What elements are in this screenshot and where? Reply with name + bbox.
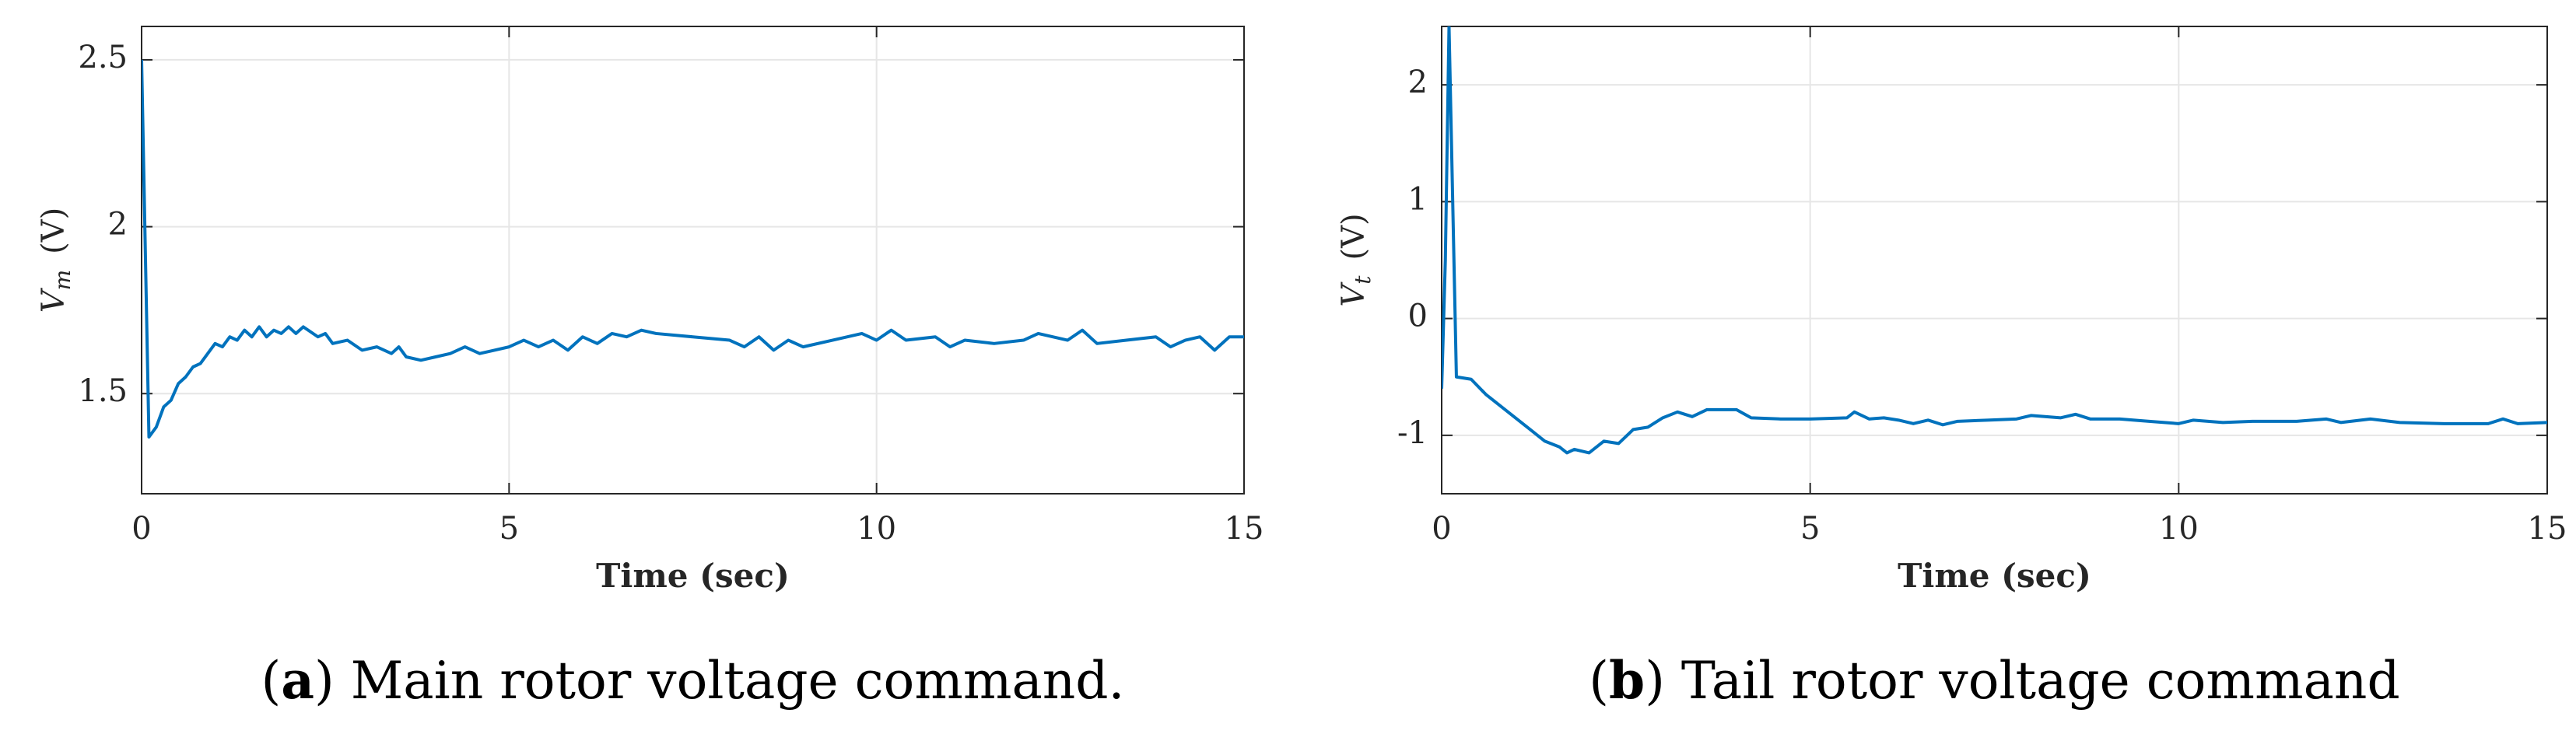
x-tick-label: 5 (499, 511, 519, 547)
x-tick-label: 15 (1225, 511, 1264, 547)
caption: (b) Tail rotor voltage command (1589, 650, 2399, 711)
caption-part: b (1609, 650, 1645, 711)
x-axis-label: Time (sec) (1898, 557, 2091, 595)
caption: (a) Main rotor voltage command. (261, 650, 1124, 711)
y-tick-label: 2 (108, 207, 128, 243)
x-tick-label: 0 (1432, 511, 1451, 547)
ylabel-subscript: t (1350, 275, 1376, 285)
caption-part: a (281, 650, 314, 711)
x-tick-label: 10 (2159, 511, 2199, 547)
x-axis-label: Time (sec) (596, 557, 790, 595)
ylabel-symbol: V (36, 287, 72, 313)
x-tick-label: 10 (857, 511, 896, 547)
x-tick-label: 5 (1800, 511, 1820, 547)
x-tick-label: 15 (2528, 511, 2567, 547)
caption-part: ) Main rotor voltage command. (314, 651, 1125, 711)
caption-part: ) Tail rotor voltage command (1645, 651, 2400, 711)
y-tick-label: 1 (1408, 181, 1428, 217)
y-tick-label: 2.5 (78, 40, 128, 75)
y-tick-label: -1 (1397, 415, 1428, 451)
data-line (1442, 26, 2547, 455)
plot-frame (1441, 26, 2548, 495)
ylabel-subscript: m (50, 270, 75, 291)
plot-frame (141, 26, 1245, 495)
x-tick-label: 0 (131, 511, 151, 547)
ylabel-symbol: V (1336, 281, 1372, 307)
y-axis-label: Vt (V) (1336, 213, 1376, 306)
y-tick-label: 0 (1408, 299, 1428, 334)
y-axis-label: Vm (V) (36, 208, 75, 313)
y-tick-label: 1.5 (78, 373, 128, 409)
ylabel-unit: (V) (1336, 213, 1372, 260)
caption-part: ( (261, 651, 281, 711)
caption-part: ( (1589, 651, 1609, 711)
ylabel-unit: (V) (36, 208, 72, 254)
data-line (142, 59, 1244, 439)
y-tick-label: 2 (1408, 65, 1428, 100)
